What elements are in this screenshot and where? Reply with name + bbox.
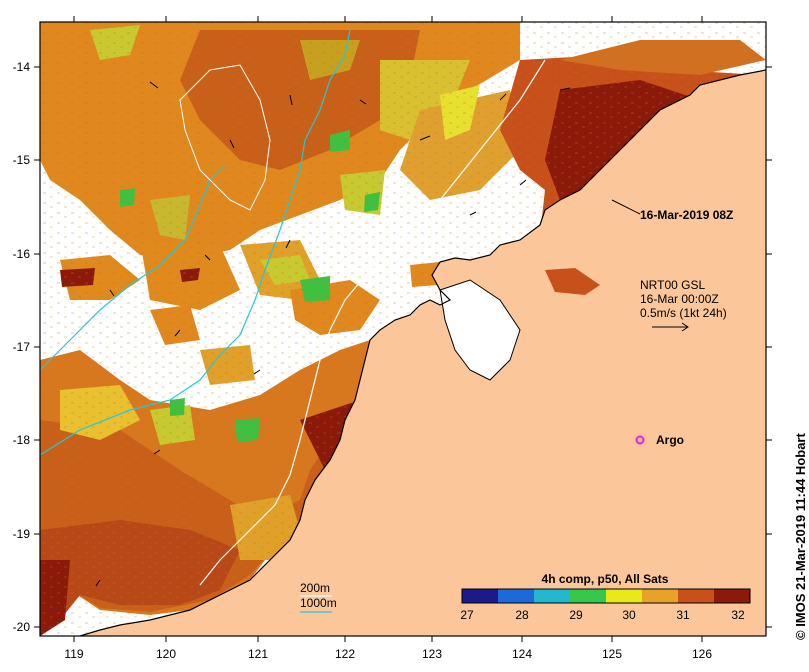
argo-label: Argo (656, 433, 684, 447)
colorbar-tick-label: 28 (515, 608, 529, 622)
colorbar-tick-label: 31 (676, 608, 690, 622)
depth-legend-1000: 1000m (300, 596, 337, 610)
contour-200m-loop (179, 64, 271, 211)
y-tick-label: -16 (13, 247, 31, 261)
coastline (79, 69, 767, 637)
depth-legend-200: 200m (300, 581, 330, 595)
x-tick-label: 119 (64, 647, 83, 661)
colorbar-segment (498, 589, 535, 603)
contour-1000m (39, 29, 351, 456)
credit-text: © IMOS 21-Mar-2019 11:44 Hobart (793, 433, 808, 640)
x-tick-label: 122 (335, 647, 355, 661)
y-axis (34, 66, 772, 628)
colorbar-tick-label: 32 (731, 608, 745, 622)
colorbar-segment (642, 589, 679, 603)
y-tick-label: -17 (13, 340, 31, 354)
y-tick-label: -18 (13, 433, 31, 447)
argo-float-marker (635, 435, 645, 445)
colorbar-frame (461, 588, 751, 604)
y-tick-label: -14 (13, 60, 31, 74)
colorbar-segment (678, 589, 715, 603)
current-legend-line3: 0.5m/s (1kt 24h) (640, 306, 727, 320)
x-tick-label: 120 (156, 647, 176, 661)
contour-1000m-west (39, 164, 226, 371)
current-scale-arrow (652, 322, 689, 332)
y-tick-label: -15 (13, 153, 31, 167)
x-tick-label: 121 (248, 647, 268, 661)
y-tick-label: -20 (13, 620, 31, 634)
colorbar-segment (606, 589, 643, 603)
x-tick-label: 123 (422, 647, 442, 661)
x-tick-label: 125 (602, 647, 622, 661)
plot-frame (39, 21, 767, 637)
colorbar (462, 589, 751, 603)
colorbar-tick-label: 27 (460, 608, 474, 622)
timestamp-label: 16-Mar-2019 08Z (640, 208, 733, 222)
colorbar-tick-label: 29 (569, 608, 583, 622)
current-vectors (95, 81, 571, 587)
y-tick-label: -19 (13, 527, 31, 541)
timestamp-pointer (611, 199, 641, 215)
x-tick-label: 124 (512, 647, 532, 661)
current-legend-line1: NRT00 GSL (640, 278, 705, 292)
x-tick-label: 126 (692, 647, 712, 661)
current-legend-line2: 16-Mar 00:00Z (640, 292, 719, 306)
colorbar-segment (570, 589, 607, 603)
colorbar-segment (534, 589, 571, 603)
colorbar-segment (462, 589, 499, 603)
colorbar-tick-label: 30 (622, 608, 636, 622)
contour-200m (199, 59, 546, 586)
x-axis (73, 16, 703, 642)
land-mass (80, 70, 766, 636)
colorbar-segment (714, 589, 751, 603)
colorbar-title: 4h comp, p50, All Sats (542, 572, 669, 586)
